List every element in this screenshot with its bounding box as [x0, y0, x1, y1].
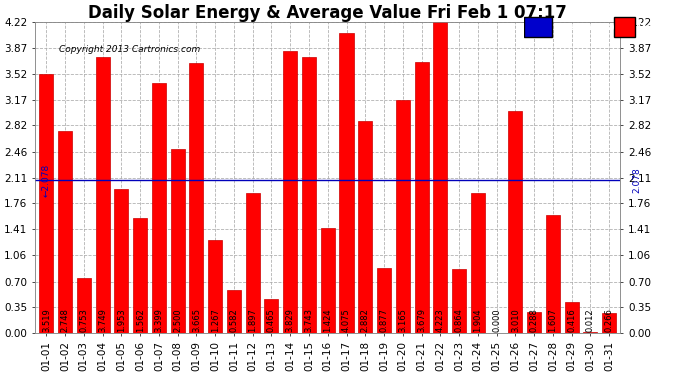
Text: 0.582: 0.582 [230, 309, 239, 332]
FancyBboxPatch shape [524, 17, 552, 37]
Text: 1.424: 1.424 [323, 309, 333, 332]
Text: Average  ($): Average ($) [556, 22, 615, 32]
Bar [58, 131, 72, 333]
Text: 3.010: 3.010 [511, 309, 520, 332]
Bar [564, 303, 579, 333]
Bar [415, 62, 428, 333]
Bar [396, 100, 410, 333]
Text: 3.679: 3.679 [417, 308, 426, 332]
Text: 2.882: 2.882 [361, 309, 370, 332]
Title: Daily Solar Energy & Average Value Fri Feb 1 07:17: Daily Solar Energy & Average Value Fri F… [88, 4, 567, 22]
Text: 1.897: 1.897 [248, 309, 257, 332]
Text: 4.223: 4.223 [436, 309, 445, 332]
Bar [471, 193, 485, 333]
Text: 2.500: 2.500 [173, 309, 182, 332]
Bar [377, 268, 391, 333]
Bar [208, 240, 222, 333]
Bar [358, 121, 373, 333]
Bar [302, 57, 316, 333]
Text: 2.748: 2.748 [61, 309, 70, 332]
FancyBboxPatch shape [614, 17, 635, 37]
Text: 0.753: 0.753 [79, 309, 88, 332]
Bar [39, 74, 53, 333]
Bar [509, 111, 522, 333]
Bar [321, 228, 335, 333]
Text: Copyright 2013 Cartronics.com: Copyright 2013 Cartronics.com [59, 45, 200, 54]
Bar [133, 218, 147, 333]
Bar [527, 312, 541, 333]
Bar [264, 299, 279, 333]
Text: 0.000: 0.000 [492, 309, 501, 332]
Bar [152, 83, 166, 333]
Bar [283, 51, 297, 333]
Text: 1.267: 1.267 [210, 309, 219, 332]
Bar [602, 314, 616, 333]
Bar [189, 63, 204, 333]
Bar [115, 189, 128, 333]
Text: 1.953: 1.953 [117, 309, 126, 332]
Text: 0.012: 0.012 [586, 309, 595, 332]
Text: 0.877: 0.877 [380, 308, 388, 332]
Text: 3.519: 3.519 [42, 309, 51, 332]
Text: 3.749: 3.749 [98, 309, 107, 332]
Text: 0.266: 0.266 [604, 309, 613, 332]
Text: 0.864: 0.864 [455, 309, 464, 332]
Text: Daily  ($): Daily ($) [638, 22, 681, 32]
Bar [77, 278, 91, 333]
Text: 3.829: 3.829 [286, 309, 295, 332]
Bar [339, 33, 353, 333]
Bar [246, 194, 259, 333]
Bar [452, 270, 466, 333]
Text: 1.904: 1.904 [473, 309, 482, 332]
Text: 1.562: 1.562 [136, 309, 145, 332]
Text: 4.075: 4.075 [342, 309, 351, 332]
Text: ←2.078: ←2.078 [42, 164, 51, 196]
Text: 3.399: 3.399 [155, 309, 164, 332]
Bar [583, 332, 598, 333]
Bar [170, 149, 185, 333]
Bar [95, 57, 110, 333]
Bar [546, 215, 560, 333]
Text: 3.743: 3.743 [304, 308, 313, 332]
Text: 0.416: 0.416 [567, 309, 576, 332]
Text: 3.165: 3.165 [398, 309, 407, 332]
Bar [227, 290, 241, 333]
Text: 0.288: 0.288 [530, 309, 539, 332]
Text: 0.465: 0.465 [267, 309, 276, 332]
Text: 3.665: 3.665 [192, 308, 201, 332]
Bar [433, 22, 447, 333]
Text: 2.078: 2.078 [632, 167, 641, 193]
Text: 1.607: 1.607 [549, 309, 558, 332]
